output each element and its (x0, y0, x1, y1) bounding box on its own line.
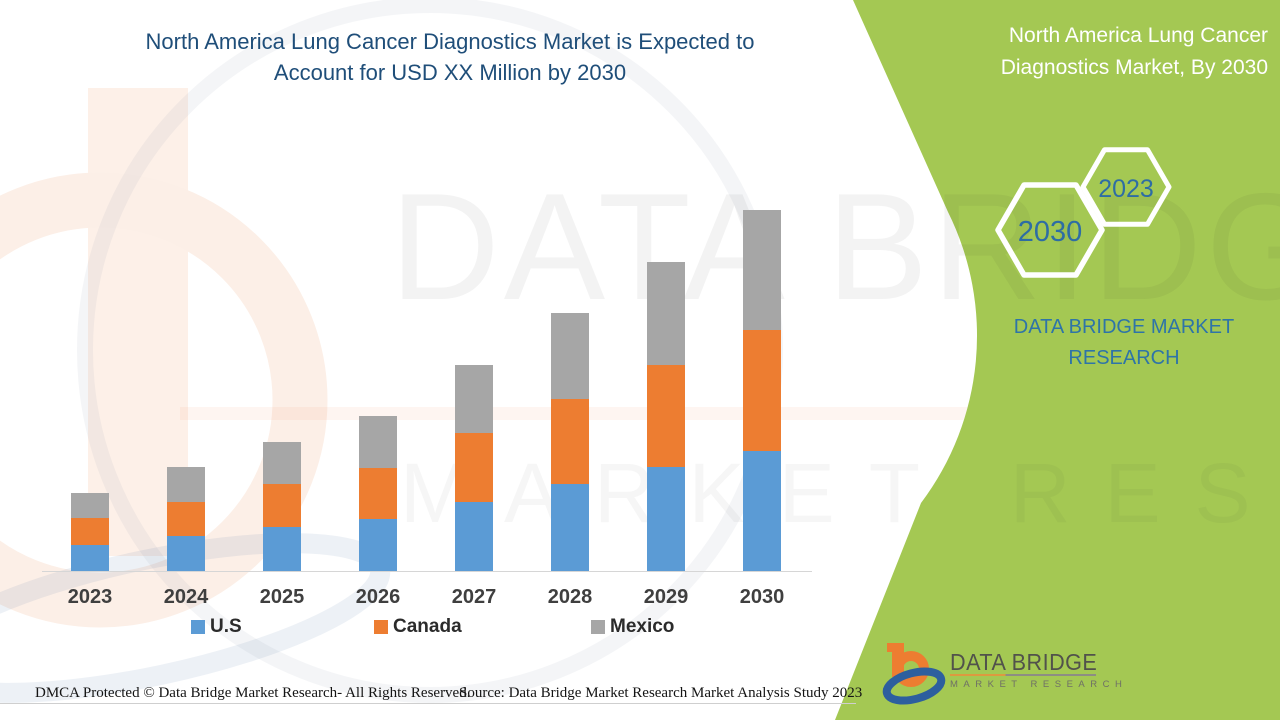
watermark-text-line2: MARKET RESEARCH (400, 445, 1280, 542)
bar-segment-mexico-2030 (743, 210, 781, 330)
x-axis-label-2027: 2027 (451, 586, 497, 608)
footer-dmca-text: DMCA Protected © Data Bridge Market Rese… (35, 685, 471, 701)
bar-segment-canada-2026 (359, 468, 397, 519)
legend-item-canada: Canada (374, 616, 462, 637)
legend-item-mexico: Mexico (591, 616, 675, 637)
bar-segment-canada-2029 (647, 365, 685, 467)
bar-segment-us-2030 (743, 451, 781, 571)
brand-text-line1: DATA BRIDGE MARKET (1013, 316, 1235, 338)
bar-segment-canada-2028 (551, 399, 589, 484)
bar-segment-mexico-2024 (167, 467, 205, 502)
x-axis-label-2024: 2024 (163, 586, 209, 608)
bar-segment-us-2029 (647, 467, 685, 571)
bar-segment-mexico-2029 (647, 262, 685, 365)
x-axis-label-2026: 2026 (355, 586, 401, 608)
hexagon-badges (995, 147, 1172, 278)
legend-swatch-icon (191, 620, 205, 634)
legend-item-us: U.S (191, 616, 242, 637)
bar-segment-us-2026 (359, 519, 397, 571)
x-axis-line (42, 571, 812, 572)
legend-swatch-icon (591, 620, 605, 634)
bar-segment-mexico-2023 (71, 493, 109, 518)
bar-segment-canada-2025 (263, 484, 301, 527)
logo-b-flag (887, 643, 899, 652)
logo-underline (950, 674, 1096, 676)
x-axis-label-2025: 2025 (259, 586, 305, 608)
footer-divider (0, 703, 856, 704)
bar-segment-mexico-2028 (551, 313, 589, 399)
bar-segment-canada-2023 (71, 518, 109, 545)
page-title-line1: North America Lung Cancer Diagnostics Ma… (145, 29, 755, 54)
bar-segment-canada-2024 (167, 502, 205, 536)
bar-segment-us-2027 (455, 502, 493, 571)
watermark-b-bowl (0, 172, 328, 628)
legend-swatch-icon (374, 620, 388, 634)
x-axis-label-2030: 2030 (739, 586, 785, 608)
x-axis-label-2023: 2023 (67, 586, 113, 608)
brand-text: DATA BRIDGE MARKET RESEARCH (988, 312, 1260, 374)
legend-label: Mexico (610, 616, 675, 637)
footer-source-text: Source: Data Bridge Market Research Mark… (459, 685, 863, 701)
panel-title-line2: Diagnostics Market, By 2030 (1000, 56, 1268, 79)
x-axis-label-2028: 2028 (547, 586, 593, 608)
bar-segment-mexico-2027 (455, 365, 493, 433)
panel-title: North America Lung Cancer Diagnostics Ma… (938, 20, 1268, 84)
logo-d-swoosh (882, 667, 946, 705)
green-panel-shape (835, 0, 1280, 720)
legend-label: U.S (210, 616, 242, 637)
hexagon-2030 (995, 182, 1105, 278)
bar-segment-mexico-2025 (263, 442, 301, 484)
bar-segment-us-2028 (551, 484, 589, 571)
watermark-text-line1: DATA BRIDGE (390, 162, 1280, 332)
bar-segment-canada-2027 (455, 433, 493, 502)
logo-subtitle: MARKET RESEARCH (950, 679, 1128, 690)
watermark-horizontal-band (180, 407, 1060, 420)
dbmr-logo-mark (882, 643, 946, 705)
brand-text-line2: RESEARCH (1068, 347, 1180, 369)
bar-segment-mexico-2026 (359, 416, 397, 468)
hexagon-2023 (1080, 147, 1172, 227)
panel-title-line1: North America Lung Cancer (1008, 24, 1268, 47)
page-title: North America Lung Cancer Diagnostics Ma… (55, 26, 845, 88)
hexagon-2030-year: 2030 (1017, 216, 1083, 248)
page-title-line2: Account for USD XX Million by 2030 (273, 60, 627, 85)
x-axis-label-2029: 2029 (643, 586, 689, 608)
logo-wordmark: DATA BRIDGE (950, 649, 1098, 675)
bar-segment-canada-2030 (743, 330, 781, 451)
legend-label: Canada (393, 616, 462, 637)
bar-segment-us-2023 (71, 545, 109, 571)
hexagon-2023-year: 2023 (1098, 175, 1154, 203)
bar-segment-us-2024 (167, 536, 205, 571)
bar-segment-us-2025 (263, 527, 301, 571)
